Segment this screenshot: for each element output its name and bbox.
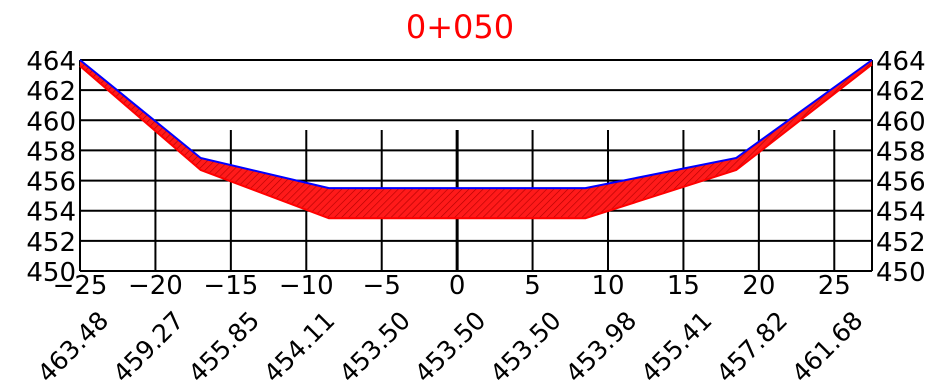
design-surface-line	[79, 63, 873, 220]
y-tick-label-left: 460	[26, 107, 76, 137]
x-tick-label: 15	[667, 271, 700, 301]
y-tick-label-right: 458	[876, 137, 926, 167]
station-label: 459.27	[107, 306, 189, 388]
y-tick-label-right: 450	[876, 258, 926, 288]
y-tick-label-right: 460	[876, 107, 926, 137]
station-elevation-labels: 463.48459.27455.85454.11453.50453.50453.…	[32, 306, 869, 388]
station-label: 455.85	[183, 306, 265, 388]
profile-lines	[79, 59, 873, 220]
chart-title: 0+050	[406, 8, 514, 46]
cut-fill-area	[80, 60, 872, 219]
y-tick-label-right: 452	[876, 228, 926, 258]
x-tick-label: 0	[449, 271, 466, 301]
station-label: 463.48	[32, 306, 114, 388]
y-tick-label-left: 456	[26, 168, 76, 198]
y-tick-label-left: 452	[26, 228, 76, 258]
x-tick-label: −5	[363, 271, 401, 301]
station-label: 453.98	[560, 306, 642, 388]
cut-area	[80, 60, 872, 219]
x-tick-label: 10	[591, 271, 624, 301]
y-tick-label-left: 454	[26, 198, 76, 228]
y-tick-label-left: 450	[26, 258, 76, 288]
station-label: 455.41	[635, 306, 717, 388]
x-axis: −25 −20 −15 −10 −5 0 5 10 15 20 25	[53, 271, 851, 301]
station-label: 453.50	[334, 306, 416, 388]
x-tick-label: −25	[53, 271, 108, 301]
y-tick-label-left: 462	[26, 77, 76, 107]
x-tick-label: 5	[524, 271, 541, 301]
y-tick-label-right: 454	[876, 198, 926, 228]
station-label: 453.50	[409, 306, 491, 388]
x-tick-label: −10	[279, 271, 334, 301]
y-tick-label-right: 464	[876, 47, 926, 77]
y-tick-label-left: 458	[26, 137, 76, 167]
station-label: 453.50	[484, 306, 566, 388]
x-tick-label: −15	[203, 271, 258, 301]
x-tick-label: 20	[742, 271, 775, 301]
y-tick-label-left: 464	[26, 47, 76, 77]
existing-ground-line	[79, 59, 873, 190]
station-label: 461.68	[786, 306, 868, 388]
y-tick-label-right: 462	[876, 77, 926, 107]
station-label: 454.11	[258, 306, 340, 388]
y-tick-label-right: 456	[876, 168, 926, 198]
x-tick-label: −20	[128, 271, 183, 301]
station-label: 457.82	[711, 306, 793, 388]
x-tick-label: 25	[818, 271, 851, 301]
